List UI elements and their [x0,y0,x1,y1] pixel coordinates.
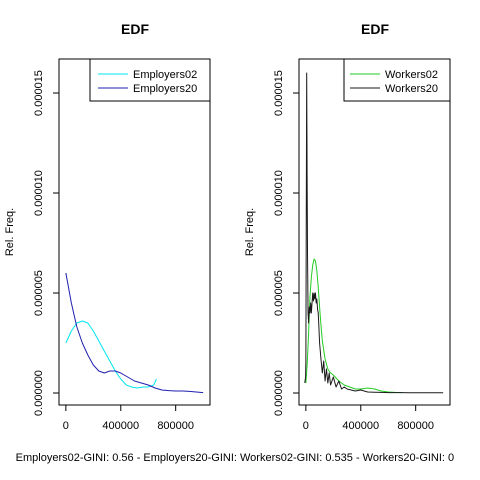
left-legend-label-employers20: Employers20 [133,83,197,95]
series-line-employers02 [65,320,157,389]
left-x-tick-label-0: 0 [63,420,69,432]
left-panel: EDF 0 400000 800000 0.000000 0.000005 0.00001… [4,21,211,432]
left-legend: Employers02 Employers20 [89,58,211,102]
right-title: EDF [361,21,389,37]
left-legend-label-employers02: Employers02 [133,69,197,81]
left-y-tick-label-1: 0.000005 [33,270,45,316]
right-x-tick-label-2: 800000 [397,420,434,432]
right-y-tick-label-3: 0.000015 [273,70,285,116]
left-y-tick-label-3: 0.000015 [33,70,45,116]
right-panel: EDF 0 400000 800000 0.000000 0.000005 0.00001… [244,21,451,432]
left-title: EDF [121,21,149,37]
left-y-axis-label: Rel. Freq. [4,208,16,256]
series-line-workers20 [304,72,444,394]
right-plot-frame [298,58,451,406]
left-y-tick-label-2: 0.000010 [33,170,45,216]
right-legend-label-workers02: Workers02 [385,69,438,81]
series-line-workers02 [305,258,402,394]
right-y-tick-label-0: 0.000000 [273,370,285,416]
right-y-tick-label-1: 0.000005 [273,270,285,316]
right-x-tick-label-0: 0 [303,420,309,432]
series-line-employers20 [65,272,204,394]
right-x-tick-label-1: 400000 [342,420,379,432]
left-x-tick-label-1: 400000 [102,420,139,432]
right-y-tick-label-2: 0.000010 [273,170,285,216]
right-legend-box [343,58,451,102]
right-y-axis-label: Rel. Freq. [244,208,256,256]
left-plot-frame [58,58,211,406]
left-x-tick-label-2: 800000 [157,420,194,432]
right-x-axis-label: Workers02-GINI: 0.535 - Workers20-GINI: … [240,452,454,464]
right-legend-label-workers20: Workers20 [385,83,438,95]
left-legend-box [89,58,211,102]
right-legend: Workers02 Workers20 [343,58,451,102]
left-y-tick-label-0: 0.000000 [33,370,45,416]
left-x-axis-label: Employers02-GINI: 0.56 - Employers20-GIN… [16,452,240,464]
